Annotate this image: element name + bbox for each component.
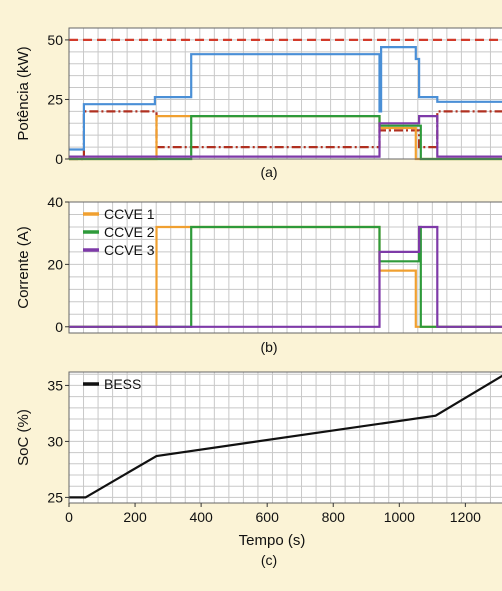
panel-label: (a)	[260, 164, 277, 180]
y-tick-label: 25	[47, 91, 63, 107]
y-axis-label: Corrente (A)	[15, 226, 32, 309]
y-tick-label: 0	[55, 319, 63, 335]
axes-frame	[68, 27, 502, 160]
y-tick-label: 20	[47, 256, 63, 272]
panel-label: (c)	[261, 552, 277, 568]
y-tick-label: 30	[47, 433, 63, 449]
legend-label: CCVE 1	[104, 206, 155, 222]
x-tick-label: 1200	[450, 509, 481, 525]
x-tick-label: 0	[65, 509, 73, 525]
y-tick-label: 35	[47, 377, 63, 393]
panel-1	[65, 27, 502, 161]
x-tick-label: 200	[123, 509, 147, 525]
legend-label: CCVE 2	[104, 224, 155, 240]
x-tick-label: 400	[189, 509, 213, 525]
series-line-ccve-2	[69, 225, 502, 328]
x-axis-label: Tempo (s)	[239, 532, 306, 549]
series-line-bess	[69, 374, 502, 499]
axes-frame	[68, 201, 502, 334]
axes-frame	[68, 371, 502, 504]
x-tick-label: 1000	[384, 509, 415, 525]
panel-2	[65, 201, 502, 334]
y-tick-label: 0	[55, 151, 63, 167]
legend-label: BESS	[104, 376, 141, 392]
panel-label: (b)	[260, 339, 277, 355]
legend-label: CCVE 3	[104, 242, 155, 258]
series-line-5	[69, 115, 502, 161]
y-tick-label: 25	[47, 489, 63, 505]
series-line-3	[69, 46, 502, 151]
y-axis-label: Potência (kW)	[15, 46, 32, 140]
x-tick-label: 600	[256, 509, 280, 525]
series-line-6	[69, 115, 502, 158]
y-axis-label: SoC (%)	[15, 409, 32, 466]
series-line-ccve-3	[69, 225, 502, 328]
x-tick-label: 800	[322, 509, 346, 525]
panel-3	[65, 371, 502, 507]
y-tick-label: 40	[47, 194, 63, 210]
y-tick-label: 50	[47, 32, 63, 48]
